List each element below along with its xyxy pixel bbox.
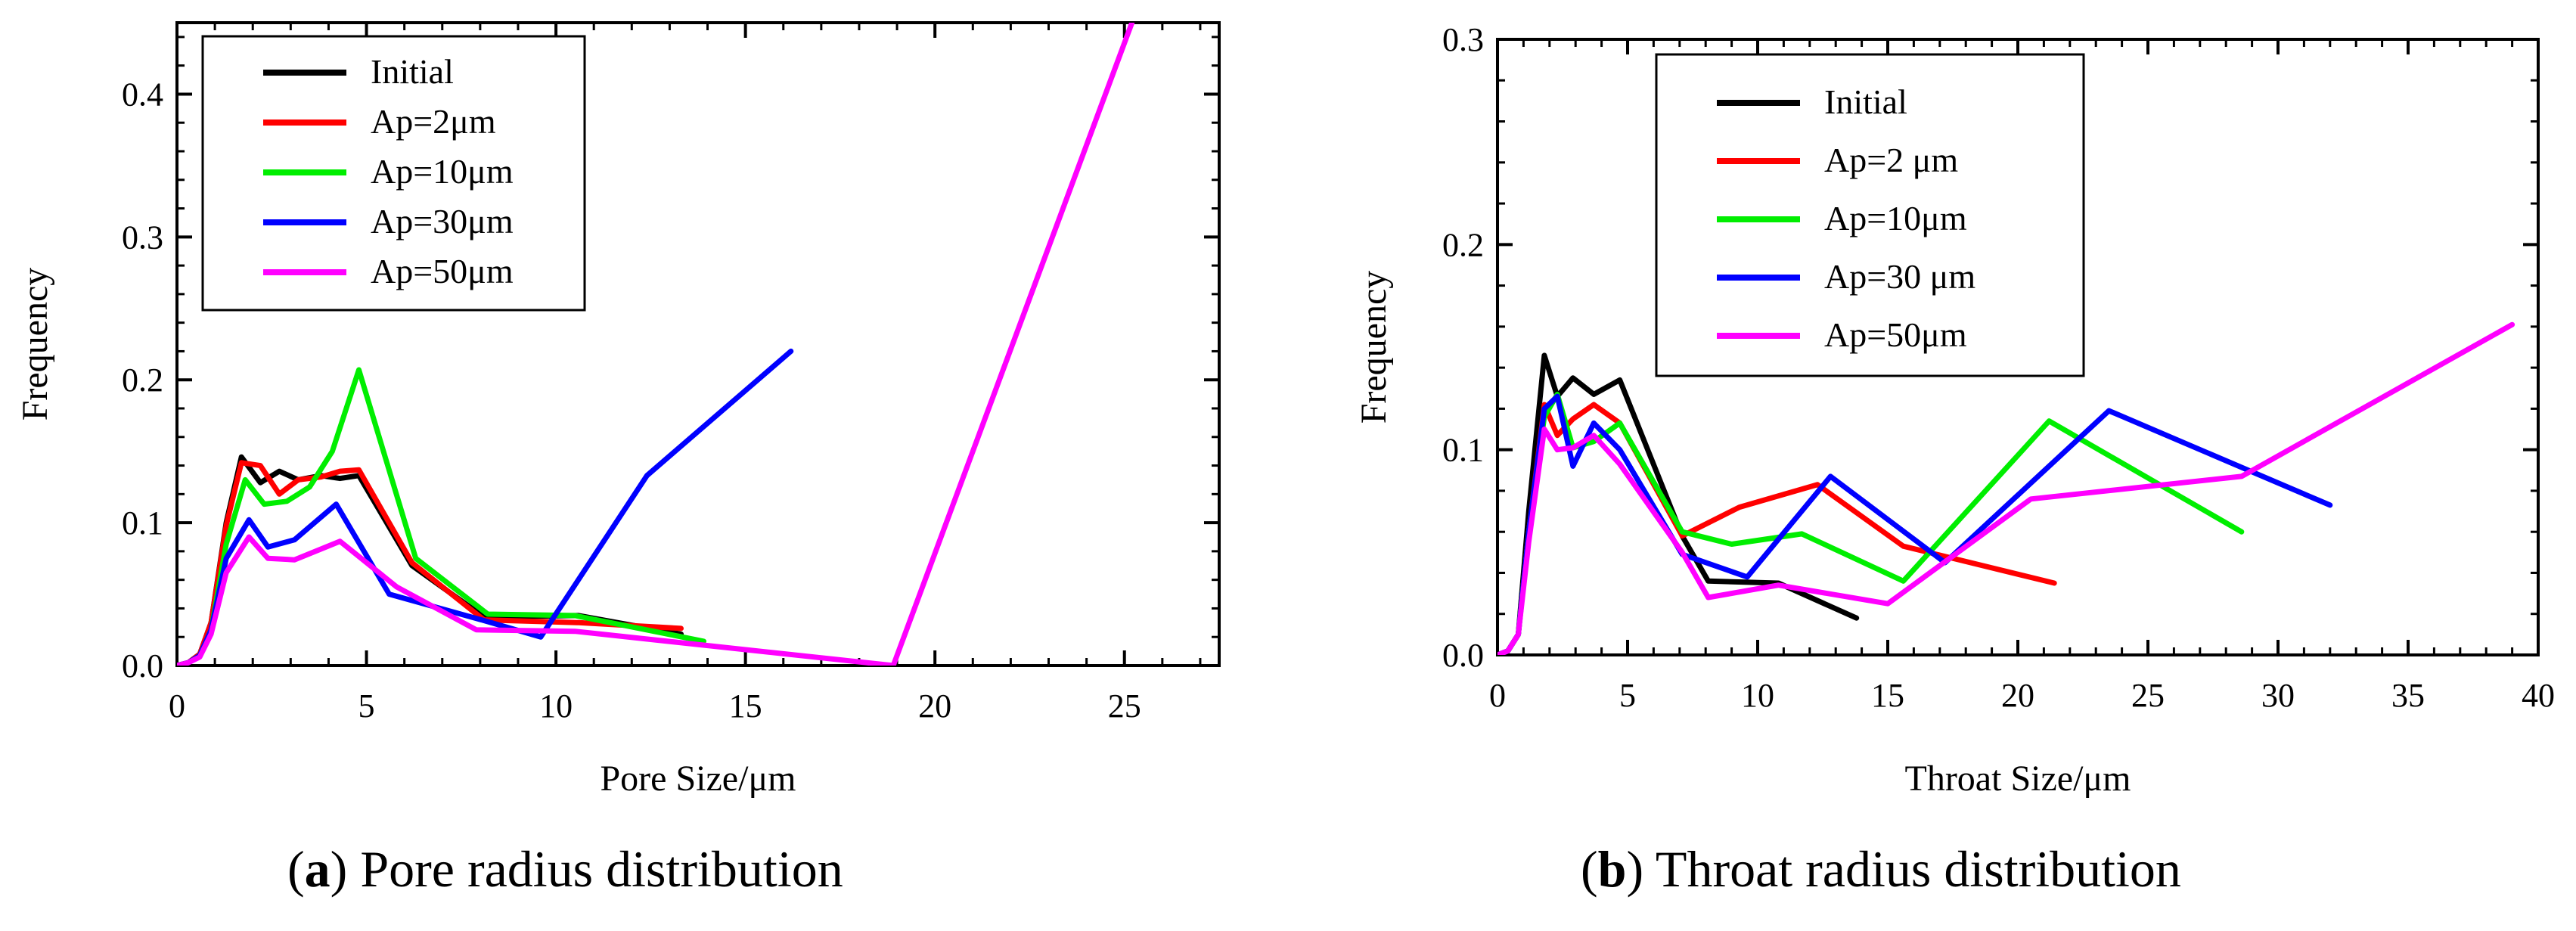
legend-label-initial: Initial (371, 52, 454, 91)
legend-label-initial: Initial (1824, 82, 1907, 121)
legend-label-ap-10-m: Ap=10μm (1824, 199, 1967, 237)
x-axis-label: Pore Size/μm (600, 759, 796, 799)
series-line-ap-50-m (177, 23, 1135, 666)
x-tick-label: 10 (1741, 677, 1774, 714)
x-tick-label: 30 (2261, 677, 2295, 714)
y-axis-label: Frequency (1354, 271, 1394, 424)
legend-label-ap-30-m: Ap=30 μm (1824, 257, 1975, 296)
legend-box (1655, 53, 2085, 377)
series-line-ap-30-m (177, 348, 794, 666)
x-tick-label: 10 (539, 687, 573, 725)
plot-frame (175, 21, 1221, 667)
legend-label-ap-2-m: Ap=2 μm (1824, 141, 1958, 179)
legend-label-ap-50-m: Ap=50μm (371, 252, 514, 290)
legend-label-ap-50-m: Ap=50μm (1824, 315, 1967, 354)
throat-radius-chart: 0 5 10 15 20 25 30 35 40 0.0 0.1 0.2 0.3 Throat Size/… (1354, 21, 2555, 799)
caption-b: (b) Throat radius distribution (1581, 840, 2181, 898)
x-tick-label: 35 (2391, 677, 2425, 714)
series-group (1497, 321, 2515, 655)
x-tick-label: 0 (1489, 677, 1506, 714)
y-tick-label: 0.2 (1442, 226, 1484, 263)
legend: Initial Ap=2 μm Ap=10μm Ap=30 μm Ap=50μm (1655, 53, 2085, 377)
series-line-ap-30-m (1497, 393, 2333, 655)
caption-a-letter: a (304, 840, 331, 898)
caption-b-text: Throat radius distribution (1655, 840, 2181, 898)
x-tick-label: 5 (358, 687, 375, 725)
y-tick-label: 0.1 (122, 504, 163, 542)
caption-b-letter: b (1597, 840, 1627, 898)
x-tick-label: 5 (1619, 677, 1636, 714)
caption-a: (a) Pore radius distribution (287, 840, 843, 898)
x-axis-label: Throat Size/μm (1905, 759, 2131, 799)
series-line-ap-50-m (1497, 321, 2515, 655)
series-group (177, 23, 1135, 666)
y-tick-label: 0.1 (1442, 432, 1484, 469)
y-tick-label: 0.2 (122, 362, 163, 399)
series-line-ap-10-m (177, 367, 706, 666)
y-axis-label: Frequency (15, 268, 55, 421)
x-tick-label: 15 (1871, 677, 1904, 714)
x-tick-label: 25 (2131, 677, 2165, 714)
caption-a-text: Pore radius distribution (360, 840, 843, 898)
y-tick-label: 0.0 (122, 647, 163, 684)
x-tick-label: 15 (729, 687, 762, 725)
legend-label-ap-30-m: Ap=30μm (371, 202, 514, 241)
legend-label-ap-10-m: Ap=10μm (371, 152, 514, 191)
x-tick-label: 25 (1108, 687, 1141, 725)
x-tick-label: 0 (169, 687, 185, 725)
legend: Initial Ap=2μm Ap=10μm Ap=30μm Ap=50μm (201, 35, 586, 312)
x-tick-label: 20 (2001, 677, 2034, 714)
y-tick-label: 0.4 (122, 76, 163, 113)
x-tick-label: 40 (2522, 677, 2555, 714)
x-tick-label: 20 (918, 687, 951, 725)
y-tick-label: 0.3 (122, 219, 163, 256)
pore-radius-chart: 0 5 10 15 20 25 0.0 0.1 0.2 0.3 0.4 Pore Size/μm Fre… (15, 21, 1221, 799)
y-tick-label: 0.0 (1442, 637, 1484, 674)
y-tick-label: 0.3 (1442, 21, 1484, 58)
legend-label-ap-2-m: Ap=2μm (371, 102, 496, 141)
